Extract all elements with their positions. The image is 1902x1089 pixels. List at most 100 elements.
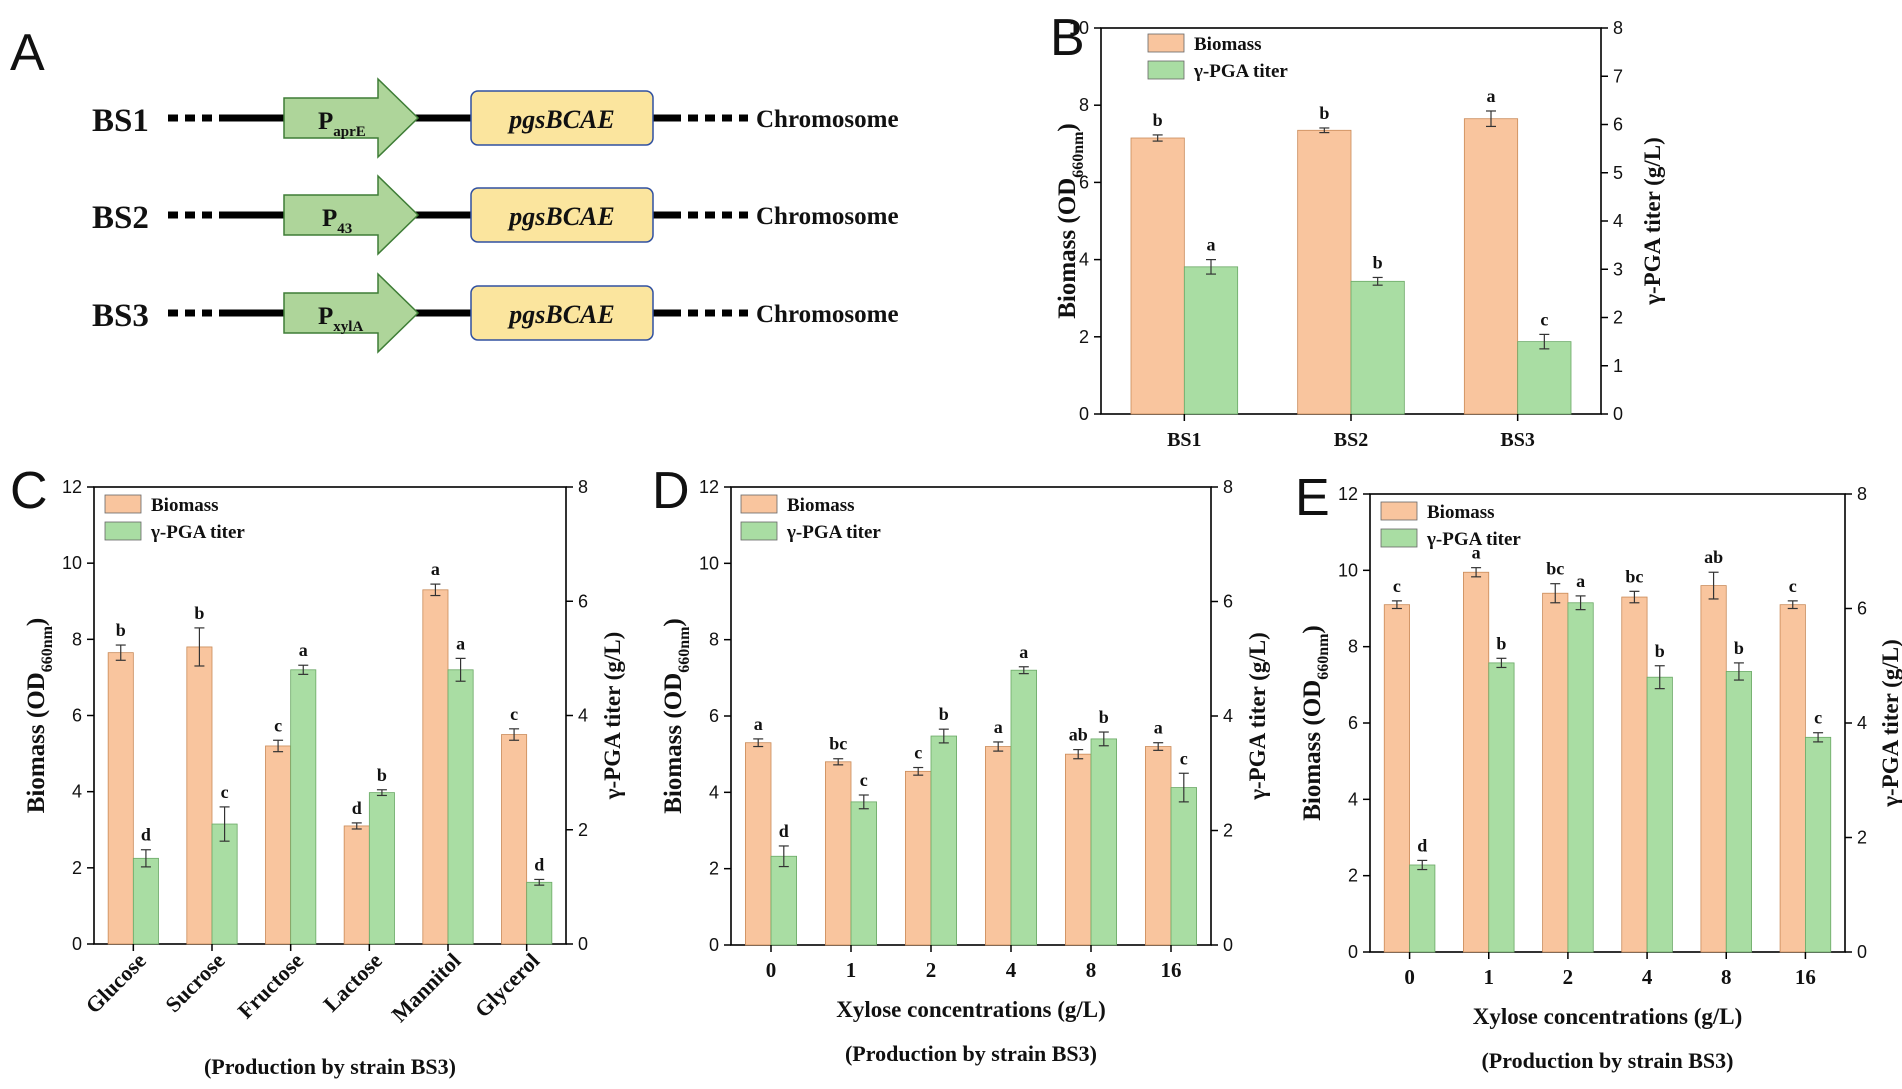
right-tick-label: 6: [578, 591, 588, 611]
left-tick-label: 4: [1348, 789, 1358, 809]
left-tick-label: 2: [72, 858, 82, 878]
significance-label: d: [1417, 835, 1427, 855]
significance-label: b: [1655, 641, 1665, 661]
y2-axis-label: γ-PGA titer (g/L): [600, 632, 625, 800]
right-tick-label: 6: [1223, 592, 1233, 612]
significance-label: a: [1576, 571, 1585, 591]
biomass-bar-16: [1779, 604, 1806, 953]
chromosome-label: Chromosome: [756, 203, 899, 230]
biomass-bar-mannitol: [422, 589, 449, 945]
panel-a-diagram: A BS1 PaprE pgsBCAE Chromosome BS2 P43 p…: [10, 24, 899, 354]
significance-label: a: [1019, 642, 1028, 662]
chart-subtitle: (Production by strain BS3): [845, 1041, 1097, 1066]
pga-bar-2: [930, 735, 958, 946]
left-tick-label: 10: [1338, 560, 1358, 580]
significance-label: a: [299, 640, 308, 660]
legend-pga-label: γ-PGA titer: [150, 522, 245, 543]
pga-bar-0: [770, 855, 798, 946]
significance-label: b: [1734, 638, 1744, 658]
pga-bar-fructose: [290, 669, 317, 945]
promoter-label: PxylA: [318, 303, 363, 335]
chart-panel-c: 0 2 4 6 8 10 12 0 2 4 6 8 Biomass (OD660nm) γ-PGA tit…: [23, 477, 625, 1079]
pga-bar-1: [850, 801, 878, 946]
left-tick-label: 0: [709, 935, 719, 955]
left-tick-label: 8: [1079, 95, 1089, 115]
significance-label: d: [352, 798, 362, 818]
pga-bar-lactose: [368, 792, 395, 945]
x-axis-label: Xylose concentrations (g/L): [836, 997, 1106, 1022]
right-tick-label: 1: [1613, 356, 1623, 376]
x-tick-label: Glycerol: [470, 948, 544, 1022]
pga-bar-8: [1725, 671, 1752, 953]
x-tick-label: 8: [1086, 958, 1097, 982]
right-tick-label: 4: [1223, 706, 1233, 726]
pga-bar-0: [1409, 864, 1436, 953]
right-tick-label: 3: [1613, 259, 1623, 279]
legend-pga-label: γ-PGA titer: [786, 522, 881, 543]
legend-pga-label: γ-PGA titer: [1193, 61, 1288, 82]
x-tick-label: BS1: [1167, 429, 1201, 451]
significance-label: b: [1099, 707, 1109, 727]
pga-bar-8: [1090, 738, 1118, 946]
chromosome-label: Chromosome: [756, 301, 899, 328]
significance-label: b: [116, 620, 126, 640]
right-tick-label: 5: [1613, 163, 1623, 183]
biomass-bar-0: [745, 742, 772, 946]
biomass-bar-glucose: [107, 652, 134, 945]
panel-letter-a: A: [10, 24, 45, 82]
left-tick-label: 4: [72, 782, 82, 802]
right-tick-label: 2: [1857, 828, 1867, 848]
left-tick-label: 2: [1348, 866, 1358, 886]
biomass-bar-bs1: [1130, 137, 1185, 415]
pga-bar-16: [1170, 787, 1198, 946]
right-tick-label: 6: [1857, 599, 1867, 619]
pga-bar-mannitol: [447, 669, 474, 945]
left-tick-label: 4: [1079, 250, 1089, 270]
legend-pga-swatch: [1380, 528, 1418, 548]
x-tick-label: 1: [1484, 965, 1495, 989]
construct-bs1: BS1 PaprE pgsBCAE Chromosome: [92, 77, 899, 159]
biomass-bar-1: [1463, 571, 1490, 953]
y2-axis-label: γ-PGA titer (g/L): [1878, 639, 1902, 807]
x-tick-label: 16: [1795, 965, 1816, 989]
y-axis-label: Biomass (OD660nm): [1054, 123, 1087, 319]
significance-label: a: [1154, 718, 1163, 738]
panel-letter-b: B: [1050, 9, 1085, 67]
significance-label: a: [994, 717, 1003, 737]
x-tick-label: 16: [1161, 958, 1182, 982]
pga-bar-4: [1010, 669, 1038, 946]
strain-label: BS3: [92, 298, 149, 334]
legend-biomass-swatch: [1147, 33, 1185, 53]
right-tick-label: 8: [1223, 477, 1233, 497]
left-tick-label: 6: [72, 706, 82, 726]
left-tick-label: 8: [709, 630, 719, 650]
y-axis-label: Biomass (OD660nm): [1299, 625, 1332, 821]
right-tick-label: 2: [1223, 821, 1233, 841]
panel-letter-e: E: [1295, 469, 1330, 527]
right-tick-label: 7: [1613, 66, 1623, 86]
strain-label: BS2: [92, 200, 149, 236]
significance-label: b: [1153, 110, 1163, 130]
chart-subtitle: (Production by strain BS3): [1481, 1048, 1733, 1073]
significance-label: c: [1540, 309, 1548, 329]
left-tick-label: 6: [1348, 713, 1358, 733]
significance-label: b: [194, 603, 204, 623]
left-tick-label: 6: [1079, 172, 1089, 192]
significance-label: a: [1207, 235, 1216, 255]
x-tick-label: 2: [1563, 965, 1574, 989]
significance-label: ab: [1069, 725, 1088, 745]
strain-label: BS1: [92, 103, 149, 139]
chart-subtitle: (Production by strain BS3): [204, 1054, 456, 1079]
significance-label: c: [274, 715, 282, 735]
legend-pga-swatch: [104, 521, 142, 541]
significance-label: c: [914, 743, 922, 763]
plot-frame: [730, 486, 1212, 946]
x-tick-label: Fructose: [233, 948, 309, 1024]
right-tick-label: 0: [1223, 935, 1233, 955]
right-tick-label: 0: [1613, 404, 1623, 424]
biomass-bar-8: [1065, 753, 1092, 946]
x-tick-label: 8: [1721, 965, 1732, 989]
panel-letter-d: D: [652, 462, 690, 520]
